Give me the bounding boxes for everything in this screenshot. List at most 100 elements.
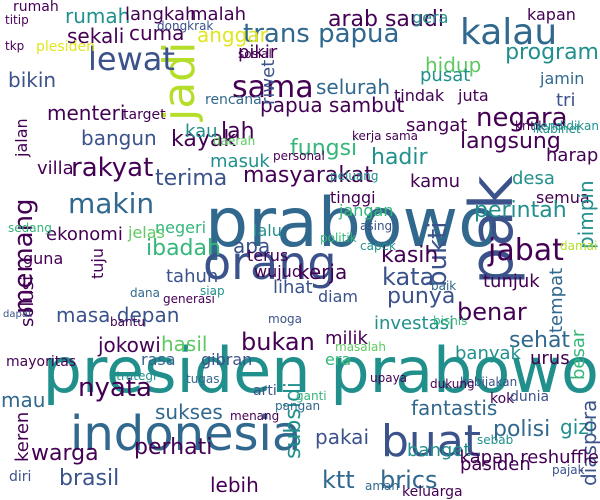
cloud-word: perintah [474,198,567,223]
cloud-word: masalah [335,340,386,354]
cloud-word: sukses [155,400,223,424]
cloud-word: dapat [3,309,32,320]
cloud-word: target [123,107,166,123]
cloud-word: selurah [316,75,391,99]
cloud-word: fungsi [290,136,358,161]
cloud-word: bikin [8,68,57,92]
cloud-word: hadir [371,145,428,170]
cloud-word: strategi [110,369,157,383]
cloud-word: lewat [88,40,175,78]
cloud-word: keluarga [402,484,463,500]
cloud-word: tinggi [330,188,376,207]
cloud-word: gizi [560,415,595,439]
cloud-word: harap [546,145,599,166]
cloud-word: banyak [455,343,521,364]
cloud-word: jabat [488,233,564,268]
cloud-word: politik [320,231,357,245]
cloud-word: terus [247,246,289,265]
cloud-word: kalau [460,12,558,53]
cloud-word: bisnis [433,314,468,328]
cloud-word: kerja [298,260,348,284]
cloud-word: masuk [210,151,270,172]
cloud-word: damai [560,239,598,253]
cloud-word: dukung [430,377,475,391]
cloud-word: orang [203,236,337,290]
cloud-word: tunjuk [483,271,540,292]
cloud-word: kau [185,121,218,142]
cloud-word: jamin [540,69,585,88]
cloud-word: peluang [330,169,379,183]
cloud-word: sama [232,70,314,105]
cloud-word: arti [253,383,277,399]
cloud-word: pajak [552,463,585,477]
cloud-word: upaya [370,371,408,385]
cloud-word: kapan [527,5,576,24]
cloud-word: kasih [381,243,439,268]
cloud-word: lah [221,119,255,144]
cloud-word: langsung [460,129,561,154]
cloud-word: brics [380,466,438,494]
cloud-word: jokowi [98,333,161,357]
cloud-word: masa depan [56,303,180,327]
cloud-word: wujud [254,262,302,281]
cloud-word: menang [230,409,280,423]
cloud-word: pakai [315,425,369,449]
cloud-word: bantu [110,315,145,329]
cloud-word: jalan [12,118,31,157]
cloud-word: urus [530,348,570,369]
cloud-word: keren [12,411,33,462]
cloud-word: villa [37,158,74,179]
cloud-word: ganti [296,389,327,403]
cloud-word: cuma [129,21,185,45]
cloud-word: tuju [88,248,107,279]
cloud-word: investasi [374,313,454,334]
cloud-word: pangan [275,399,321,413]
cloud-word: jelas [128,223,165,242]
cloud-word: benar [457,298,527,326]
cloud-word: kebijakan [460,375,518,389]
cloud-word: dunia [510,389,550,405]
cloud-word: jangan [339,201,394,220]
cloud-word: diri [9,469,32,485]
cloud-word: tahun [166,266,219,287]
cloud-word: kayak [171,127,237,152]
cloud-word: asing [360,219,393,233]
cloud-word: capek [360,239,396,253]
cloud-word: prabowo [205,184,500,263]
cloud-word: tindak [394,86,445,105]
cloud-word: tri [556,90,576,111]
cloud-word: kata [382,263,435,291]
cloud-word: tugas [186,372,220,386]
cloud-word: terima [155,166,228,191]
cloud-word: pikir [238,42,278,63]
cloud-word: diam [318,287,358,306]
cloud-word: gera [412,8,449,27]
cloud-word: masyarakat [243,163,373,188]
cloud-word: sehat [509,328,571,353]
cloud-word: kok [490,391,515,407]
cloud-word: perhati [134,435,213,460]
cloud-word: siap [200,284,225,298]
cloud-word: malah [190,4,247,25]
cloud-word: sekali [67,24,125,48]
cloud-word: ibadah [146,236,221,261]
cloud-word: tkp [5,39,25,53]
cloud-word: indonesia [70,406,302,462]
cloud-word: kapan reshuffle [459,447,599,468]
cloud-word: semua [536,188,590,207]
cloud-word: nyata [78,373,152,403]
cloud-word: besar [568,329,589,380]
cloud-word: anggar [197,23,268,47]
cloud-word: pasiden [460,454,531,475]
cloud-word: kabinet [536,122,581,136]
cloud-word: rumah [13,0,59,15]
cloud-word: plesiden [36,39,95,55]
cloud-word: guna [23,249,64,268]
cloud-word: menteri [47,101,126,125]
cloud-word: punya [387,284,456,309]
cloud-word: rakyat [71,153,154,183]
cloud-word: hasil [161,332,208,356]
cloud-word: pusat [420,65,471,86]
cloud-word: kerja sama [352,129,418,143]
cloud-word: kamu [410,171,461,192]
